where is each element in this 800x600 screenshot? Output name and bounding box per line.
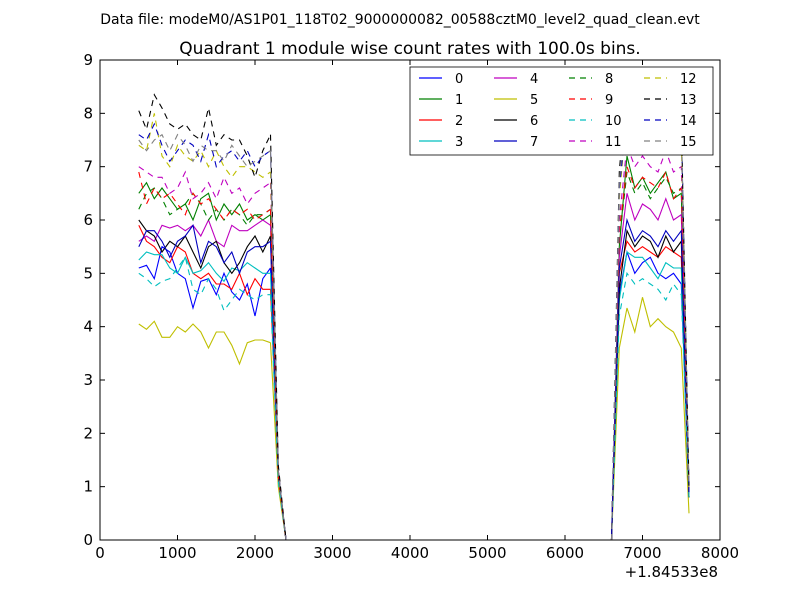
legend-item-2: 2	[419, 114, 463, 129]
x-tick-label: 0	[95, 544, 105, 562]
legend-item-10: 10	[569, 114, 622, 129]
series-8-segment-1	[138, 187, 271, 227]
y-tick-label: 8	[83, 104, 93, 122]
legend-item-6: 6	[494, 114, 538, 129]
figure-suptitle: Data file: modeM0/AS1P01_118T02_90000000…	[100, 12, 700, 28]
legend-label: 12	[680, 72, 697, 87]
x-tick-label: 6000	[546, 544, 584, 562]
legend-label: 6	[530, 114, 538, 129]
legend-label: 2	[455, 114, 463, 129]
legend-frame	[409, 66, 714, 156]
legend-item-5: 5	[494, 93, 538, 108]
series-15-drop-1	[269, 150, 287, 541]
series-10-segment-1	[138, 256, 271, 312]
y-tick-label: 6	[83, 211, 93, 229]
legend-label: 14	[680, 114, 697, 129]
series-0-segment-1	[138, 245, 271, 317]
x-axis: 0 1000 2000 3000 4000 5000 6000 7000 8000	[95, 60, 739, 562]
legend-label: 15	[680, 135, 697, 150]
x-tick-label: 7000	[623, 544, 661, 562]
legend-label: 8	[605, 72, 613, 87]
series-9-segment-2	[610, 166, 690, 541]
chart-title: Quadrant 1 module wise count rates with …	[179, 39, 640, 59]
legend-label: 3	[455, 135, 463, 150]
y-tick-label: 9	[83, 51, 93, 69]
series-5-segment-2	[610, 297, 690, 541]
legend-item-11: 11	[569, 135, 622, 150]
series-4-segment-2	[610, 193, 690, 541]
legend-item-12: 12	[644, 72, 697, 87]
series-7-segment-1	[138, 223, 271, 275]
legend-label: 4	[530, 72, 538, 87]
legend-label: 13	[680, 93, 697, 108]
legend-item-9: 9	[569, 93, 613, 108]
series-3-segment-1	[138, 251, 271, 283]
legend-item-3: 3	[419, 135, 463, 150]
series-11-segment-2	[610, 145, 690, 541]
series-15-segment-1	[138, 133, 271, 168]
x-tick-label: 4000	[391, 544, 429, 562]
y-tick-label: 0	[83, 531, 93, 549]
y-tick-label: 1	[83, 478, 93, 496]
legend-label: 7	[530, 135, 538, 150]
x-tick-label: 1000	[158, 544, 196, 562]
y-tick-label: 4	[83, 318, 93, 336]
series-1-segment-1	[138, 181, 271, 222]
legend-item-7: 7	[494, 135, 538, 150]
legend-label: 10	[605, 114, 622, 129]
legend-item-15: 15	[644, 135, 697, 150]
legend-item-13: 13	[644, 93, 697, 108]
y-tick-label: 3	[83, 371, 93, 389]
legend-item-1: 1	[419, 93, 463, 108]
series-2-segment-1	[138, 225, 271, 297]
x-tick-label: 2000	[236, 544, 274, 562]
x-offset-label: +1.84533e8	[625, 563, 718, 581]
y-tick-label: 5	[83, 264, 93, 282]
x-tick-label: 8000	[701, 544, 739, 562]
series-13-drop-1	[269, 134, 287, 541]
legend-item-4: 4	[494, 72, 538, 87]
legend-label: 1	[455, 93, 463, 108]
series-4-segment-1	[138, 218, 271, 248]
legend-item-14: 14	[644, 114, 697, 129]
x-tick-label: 5000	[468, 544, 506, 562]
series-5-segment-1	[138, 320, 271, 366]
legend-label: 0	[455, 72, 463, 87]
series-10-segment-2	[610, 271, 690, 541]
series-11-segment-1	[138, 166, 271, 206]
legend-label: 9	[605, 93, 613, 108]
legend-item-8: 8	[569, 72, 613, 87]
series-3-segment-2	[610, 251, 690, 541]
series-13-segment-1	[138, 93, 271, 180]
legend-label: 5	[530, 93, 538, 108]
legend-label: 11	[605, 135, 622, 150]
series-6-segment-1	[138, 219, 271, 275]
series-6-segment-2	[610, 228, 690, 541]
legend-item-0: 0	[419, 72, 463, 87]
y-tick-label: 7	[83, 158, 93, 176]
series-8-segment-2	[610, 171, 690, 541]
x-tick-label: 3000	[313, 544, 351, 562]
y-tick-label: 2	[83, 424, 93, 442]
series-7-segment-2	[610, 217, 690, 541]
